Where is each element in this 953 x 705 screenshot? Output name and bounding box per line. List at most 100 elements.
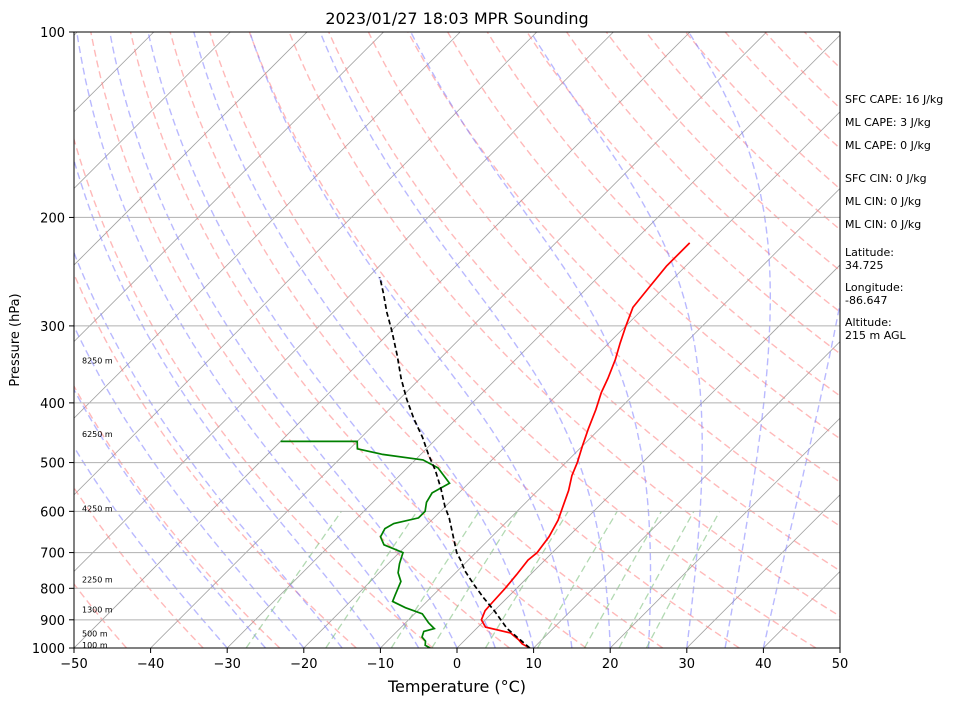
height-label: 8250 m (82, 357, 113, 366)
y-tick-label: 500 (40, 457, 65, 472)
moist-adiabat-line (319, 32, 611, 648)
moist-adiabat-line (249, 32, 573, 648)
y-axis: 100 200 300 400 500 600 700 800 900 1000 (32, 26, 74, 657)
altitude-label: Altitude: (845, 316, 892, 329)
moist-adiabat-line (147, 32, 496, 648)
dry-adiabat-line (328, 32, 840, 572)
height-labels: 100 m 500 m 1300 m 2250 m 4250 m 6250 m 8250 m (82, 357, 113, 650)
dry-adiabat-line (288, 32, 840, 618)
x-tick-label: 10 (525, 657, 542, 672)
isotherm-line (456, 264, 840, 648)
ml-cape-text: ML CAPE: 3 J/kg (845, 116, 931, 129)
y-tick-label: 1000 (32, 642, 65, 657)
moist-adiabat-line (74, 157, 381, 648)
chart-title: 2023/01/27 18:03 MPR Sounding (325, 9, 588, 28)
mixing-ratio-line (390, 510, 480, 648)
isotherm-line (150, 32, 767, 648)
moist-adiabat-line (762, 300, 840, 648)
dewpoint-line (280, 440, 451, 648)
plot-frame (73, 31, 841, 649)
moist-adiabat-line (410, 32, 652, 648)
y-tick-label: 800 (40, 582, 65, 597)
mixing-ratio-line (583, 510, 662, 648)
dry-adiabat-line (74, 486, 204, 648)
sfc-cin-text: SFC CIN: 0 J/kg (845, 172, 927, 185)
mixing-ratio-line (245, 510, 342, 648)
mixing-ratio-line (645, 510, 721, 648)
y-tick-label: 100 (40, 26, 65, 41)
ml-cape-text-2: ML CAPE: 0 J/kg (845, 139, 931, 152)
background-lines (74, 32, 840, 648)
mixing-ratio-line (618, 510, 695, 648)
isotherm-line (74, 32, 384, 343)
x-tick-label: 50 (832, 657, 849, 672)
ml-cin-text: ML CIN: 0 J/kg (845, 195, 922, 208)
dry-adiabat-line (407, 32, 840, 483)
x-tick-label: 30 (679, 657, 696, 672)
isotherm-line (74, 32, 461, 419)
moist-adiabat-line (688, 32, 771, 648)
temperature-line (480, 242, 691, 648)
dry-adiabat-line (645, 32, 840, 231)
dry-adiabat-line (209, 32, 740, 648)
series-layer (280, 242, 691, 648)
y-axis-title: Pressure (hPa) (8, 293, 23, 386)
info-panel: SFC CAPE: 16 J/kg ML CAPE: 3 J/kg ML CAP… (845, 93, 953, 342)
dry-adiabat-line (526, 32, 840, 355)
x-tick-label: −20 (290, 657, 317, 672)
x-tick-label: 40 (755, 657, 772, 672)
altitude-value: 215 m AGL (845, 329, 906, 342)
x-tick-label: −40 (137, 657, 164, 672)
sfc-cape-text: SFC CAPE: 16 J/kg (845, 93, 944, 106)
x-tick-label: −50 (60, 657, 87, 672)
y-tick-label: 400 (40, 397, 65, 412)
dry-adiabat-line (74, 136, 434, 648)
latitude-label: Latitude: (845, 246, 894, 259)
moist-adiabat-line (76, 32, 420, 648)
dry-adiabat-line (74, 272, 357, 648)
longitude-value: -86.647 (845, 294, 888, 307)
moist-adiabat-line (193, 32, 535, 648)
moist-adiabat-line (109, 32, 458, 648)
moist-adiabat-line (74, 388, 267, 648)
moist-adiabat-line (530, 32, 703, 648)
x-axis-title: Temperature (°C) (387, 677, 526, 696)
isotherm-line (303, 111, 840, 648)
y-tick-label: 700 (40, 547, 65, 562)
moist-adiabat-line (74, 445, 228, 648)
dry-adiabat-line (129, 32, 587, 648)
isotherm-line (74, 32, 538, 496)
y-tick-label: 200 (40, 211, 65, 226)
dry-adiabat-line (486, 32, 840, 397)
moist-adiabat-line (74, 324, 305, 648)
height-label: 100 m (82, 641, 108, 650)
dry-adiabat-line (566, 32, 840, 313)
y-tick-label: 900 (40, 614, 65, 629)
parcel-path-line (378, 276, 531, 648)
dry-adiabat-line (447, 32, 840, 440)
isotherm-line (226, 34, 840, 648)
isobar-grid (74, 32, 840, 648)
longitude-label: Longitude: (845, 281, 904, 294)
dry-adiabat-line (248, 32, 817, 648)
dry-adiabat-line (724, 32, 840, 150)
y-tick-label: 300 (40, 320, 65, 335)
mixing-ratio-line (536, 510, 618, 648)
y-tick-label: 600 (40, 505, 65, 520)
height-label: 4250 m (82, 505, 113, 514)
height-label: 6250 m (82, 430, 113, 439)
isotherm-line (74, 32, 308, 266)
isotherm-line (380, 187, 840, 648)
dry-adiabat-line (605, 32, 840, 272)
dry-adiabat-line (169, 32, 664, 648)
dry-adiabat-line (90, 32, 510, 648)
height-label: 2250 m (82, 575, 113, 584)
latitude-value: 34.725 (845, 259, 884, 272)
mixing-ratio-line (325, 510, 418, 648)
ml-cin-text-2: ML CIN: 0 J/kg (845, 218, 922, 231)
dry-adiabat-line (367, 32, 840, 527)
x-axis: −50 −40 −30 −20 −10 0 10 20 30 40 50 (60, 648, 848, 672)
isotherm-line (533, 341, 840, 648)
x-tick-label: −10 (367, 657, 394, 672)
